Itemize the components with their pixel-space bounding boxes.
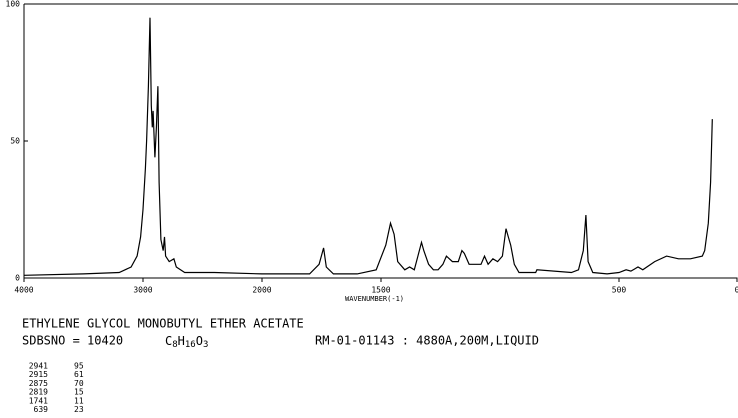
y-tick-label: 100 [6, 0, 21, 9]
x-tick-label: 0 [735, 286, 738, 295]
y-tick-label: 0 [15, 274, 20, 283]
plot-frame [23, 4, 738, 282]
x-axis-label: WAVENUMBER(-1) [345, 295, 404, 303]
peak-intensity: 95 [74, 362, 84, 371]
x-tick-label: 4000 [14, 286, 33, 295]
y-tick-label: 50 [10, 137, 20, 146]
compound-name: ETHYLENE GLYCOL MONOBUTYL ETHER ACETATE [22, 317, 304, 331]
peak-wavenumber: 1741 [29, 396, 48, 405]
formula: C8H16O3 [165, 334, 208, 350]
peak-wavenumber: 639 [34, 405, 49, 414]
peak-intensity: 11 [74, 396, 84, 405]
conditions: RM-01-01143 : 4880A,200M,LIQUID [315, 334, 539, 348]
sdbs-number: SDBSNO = 10420 [22, 334, 123, 348]
x-tick-label: 3000 [133, 286, 152, 295]
peak-wavenumber: 2875 [29, 379, 48, 388]
peak-intensity: 61 [74, 370, 84, 379]
peak-intensity: 15 [74, 388, 84, 397]
peak-intensity: 70 [74, 379, 84, 388]
peak-wavenumber: 2915 [29, 370, 48, 379]
peak-wavenumber: 2819 [29, 388, 48, 397]
peak-wavenumber: 2941 [29, 362, 48, 371]
x-tick-label: 1500 [371, 286, 390, 295]
x-tick-label: 500 [612, 286, 627, 295]
x-tick-label: 2000 [252, 286, 271, 295]
peak-intensity: 23 [74, 405, 84, 414]
spectrum-line [23, 17, 713, 276]
